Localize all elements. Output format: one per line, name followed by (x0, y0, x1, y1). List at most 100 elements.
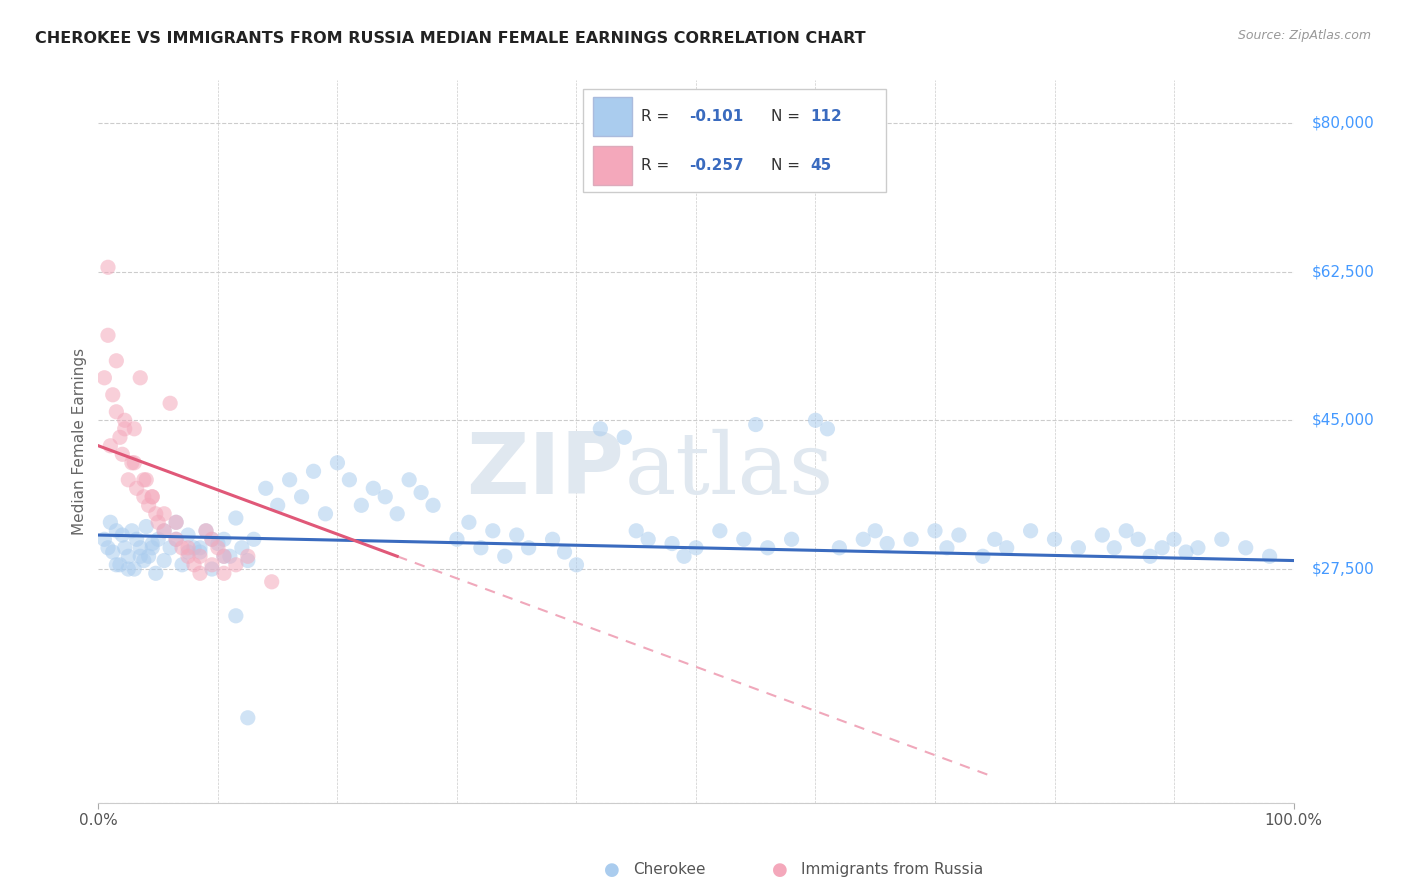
Text: ZIP: ZIP (467, 429, 624, 512)
Point (236, 711, 259, 725)
Point (117, 562, 139, 576)
Point (494, 549, 516, 564)
Point (177, 545, 200, 559)
Point (236, 553, 259, 567)
Point (231, 541, 253, 555)
Text: Cherokee: Cherokee (633, 863, 706, 877)
Point (172, 558, 194, 572)
Point (613, 430, 636, 444)
Text: 45: 45 (810, 158, 831, 173)
Point (121, 456, 143, 470)
Point (93, 371, 115, 385)
Point (589, 422, 612, 436)
Point (201, 562, 224, 576)
Point (121, 524, 143, 538)
Point (124, 562, 146, 576)
Point (177, 541, 200, 555)
Text: $80,000: $80,000 (1312, 115, 1374, 130)
Point (124, 422, 146, 436)
Point (101, 388, 124, 402)
Point (1104, 541, 1126, 555)
Point (183, 558, 205, 572)
Point (212, 549, 235, 564)
Point (212, 549, 235, 564)
Text: CHEROKEE VS IMMIGRANTS FROM RUSSIA MEDIAN FEMALE EARNINGS CORRELATION CHART: CHEROKEE VS IMMIGRANTS FROM RUSSIA MEDIA… (35, 31, 866, 46)
Point (225, 511, 247, 525)
Point (153, 553, 176, 567)
Point (108, 558, 131, 572)
Point (1043, 533, 1066, 547)
Point (1067, 541, 1090, 555)
Point (326, 456, 349, 470)
Text: $45,000: $45,000 (1312, 413, 1374, 428)
Point (1115, 524, 1137, 538)
Point (141, 490, 163, 504)
Text: atlas: atlas (624, 429, 834, 512)
Point (97, 328, 120, 343)
Point (141, 536, 163, 550)
Point (339, 473, 361, 487)
Point (165, 533, 187, 547)
Text: $62,500: $62,500 (1312, 264, 1374, 279)
Point (1258, 549, 1281, 564)
FancyBboxPatch shape (592, 97, 631, 136)
Point (105, 405, 128, 419)
Point (517, 541, 540, 555)
Point (153, 507, 176, 521)
Text: Source: ZipAtlas.com: Source: ZipAtlas.com (1237, 29, 1371, 42)
Point (673, 549, 696, 564)
Point (138, 498, 160, 512)
Point (141, 541, 163, 555)
Text: R =: R = (641, 158, 669, 173)
Point (374, 490, 396, 504)
Point (108, 430, 131, 444)
Text: N =: N = (770, 110, 800, 124)
Point (565, 558, 588, 572)
Point (219, 549, 242, 564)
Point (159, 541, 181, 555)
Point (865, 524, 887, 538)
Point (93, 533, 115, 547)
Point (709, 524, 731, 538)
Point (315, 507, 337, 521)
Point (165, 533, 187, 547)
Point (129, 549, 152, 564)
Point (132, 473, 155, 487)
Point (291, 490, 314, 504)
Point (145, 507, 167, 521)
Point (124, 456, 146, 470)
Text: N =: N = (770, 158, 800, 173)
Point (446, 533, 468, 547)
Text: ●: ● (772, 861, 789, 879)
Text: ●: ● (603, 861, 620, 879)
Point (984, 533, 1007, 547)
Point (207, 536, 229, 550)
Point (188, 549, 211, 564)
Point (201, 558, 224, 572)
Point (165, 516, 187, 530)
Text: 112: 112 (810, 110, 842, 124)
Point (302, 464, 325, 478)
Point (207, 541, 229, 555)
Text: R =: R = (641, 110, 669, 124)
Point (117, 473, 139, 487)
Point (804, 413, 827, 427)
Point (105, 353, 128, 368)
Point (97, 260, 120, 275)
Point (995, 541, 1018, 555)
FancyBboxPatch shape (592, 145, 631, 185)
Point (111, 528, 134, 542)
Point (188, 541, 211, 555)
Point (141, 490, 163, 504)
Point (201, 533, 224, 547)
Point (114, 413, 136, 427)
Point (506, 528, 529, 542)
Point (267, 498, 290, 512)
Point (195, 524, 218, 538)
Point (132, 490, 155, 504)
Point (661, 536, 683, 550)
Point (541, 533, 564, 547)
Point (135, 473, 157, 487)
Point (1211, 533, 1233, 547)
Point (626, 524, 648, 538)
